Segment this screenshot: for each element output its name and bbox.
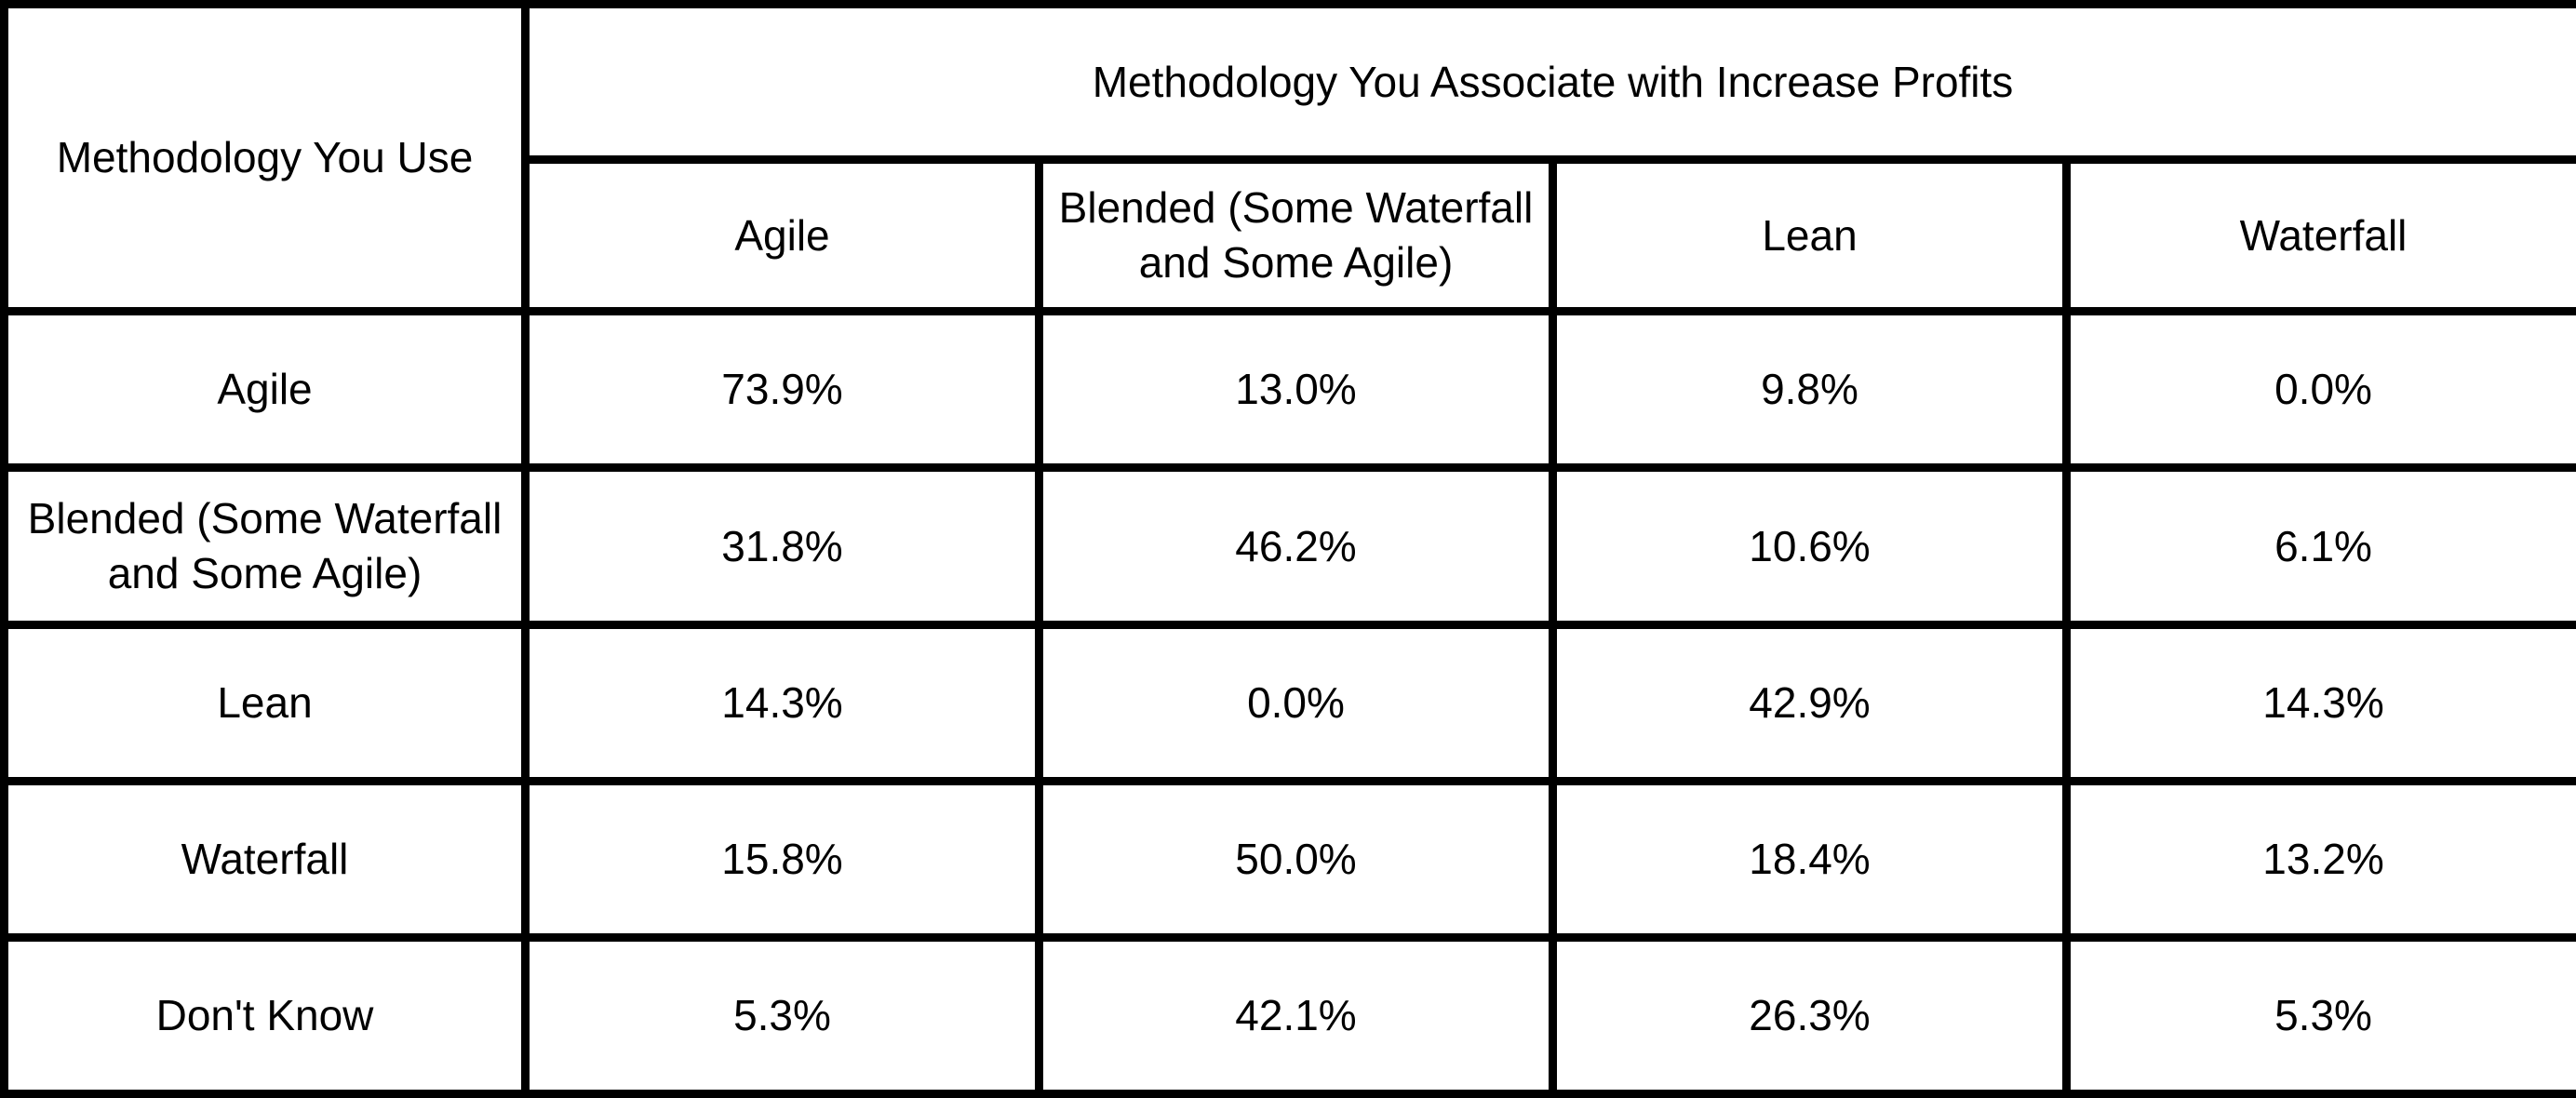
table-row-blended: Blended (Some Waterfall and Some Agile) … bbox=[0, 463, 2576, 629]
data-cell: 10.6% bbox=[1549, 463, 2071, 629]
data-cell: 6.1% bbox=[2061, 463, 2576, 629]
col-header-waterfall: Waterfall bbox=[2061, 154, 2576, 316]
data-cell: 14.3% bbox=[2061, 620, 2576, 785]
table-row-agile: Agile 73.9% 13.0% 9.8% 0.0% bbox=[0, 307, 2576, 473]
column-header-row: Agile Blended (Some Waterfall and Some A… bbox=[5, 154, 2576, 316]
data-cell: 26.3% bbox=[1549, 932, 2071, 1098]
row-header-cell: Don't Know bbox=[0, 932, 530, 1098]
col-header-agile: Agile bbox=[521, 154, 1043, 316]
data-cell: 15.8% bbox=[521, 776, 1043, 942]
data-cell: 18.4% bbox=[1549, 776, 2071, 942]
table-row-dont-know: Don't Know 5.3% 42.1% 26.3% 5.3% bbox=[0, 932, 2576, 1098]
data-cell: 42.1% bbox=[1035, 932, 1557, 1098]
col-header-lean: Lean bbox=[1549, 154, 2071, 316]
data-cell: 73.9% bbox=[521, 307, 1043, 473]
row-header-cell: Lean bbox=[0, 620, 530, 785]
data-cell: 9.8% bbox=[1549, 307, 2071, 473]
data-cell: 5.3% bbox=[521, 932, 1043, 1098]
table-row-lean: Lean 14.3% 0.0% 42.9% 14.3% bbox=[0, 620, 2576, 785]
data-cell: 0.0% bbox=[1035, 620, 1557, 785]
data-cell: 0.0% bbox=[2061, 307, 2576, 473]
data-cell: 50.0% bbox=[1035, 776, 1557, 942]
data-cell: 13.2% bbox=[2061, 776, 2576, 942]
corner-header-cell: Methodology You Use bbox=[0, 0, 530, 316]
header-group-row: Methodology You Use Methodology You Asso… bbox=[0, 0, 2576, 316]
row-header-cell: Agile bbox=[0, 307, 530, 473]
col-header-blended: Blended (Some Waterfall and Some Agile) bbox=[1035, 154, 1557, 316]
data-cell: 31.8% bbox=[521, 463, 1043, 629]
table-row-waterfall: Waterfall 15.8% 50.0% 18.4% 13.2% bbox=[0, 776, 2576, 942]
data-cell: 5.3% bbox=[2061, 932, 2576, 1098]
group-header-cell: Methodology You Associate with Increase … bbox=[520, 0, 2576, 164]
row-header-cell: Waterfall bbox=[0, 776, 530, 942]
data-cell: 13.0% bbox=[1035, 307, 1557, 473]
row-header-cell: Blended (Some Waterfall and Some Agile) bbox=[0, 463, 530, 629]
data-cell: 42.9% bbox=[1549, 620, 2071, 785]
data-cell: 46.2% bbox=[1035, 463, 1557, 629]
data-cell: 14.3% bbox=[521, 620, 1043, 785]
